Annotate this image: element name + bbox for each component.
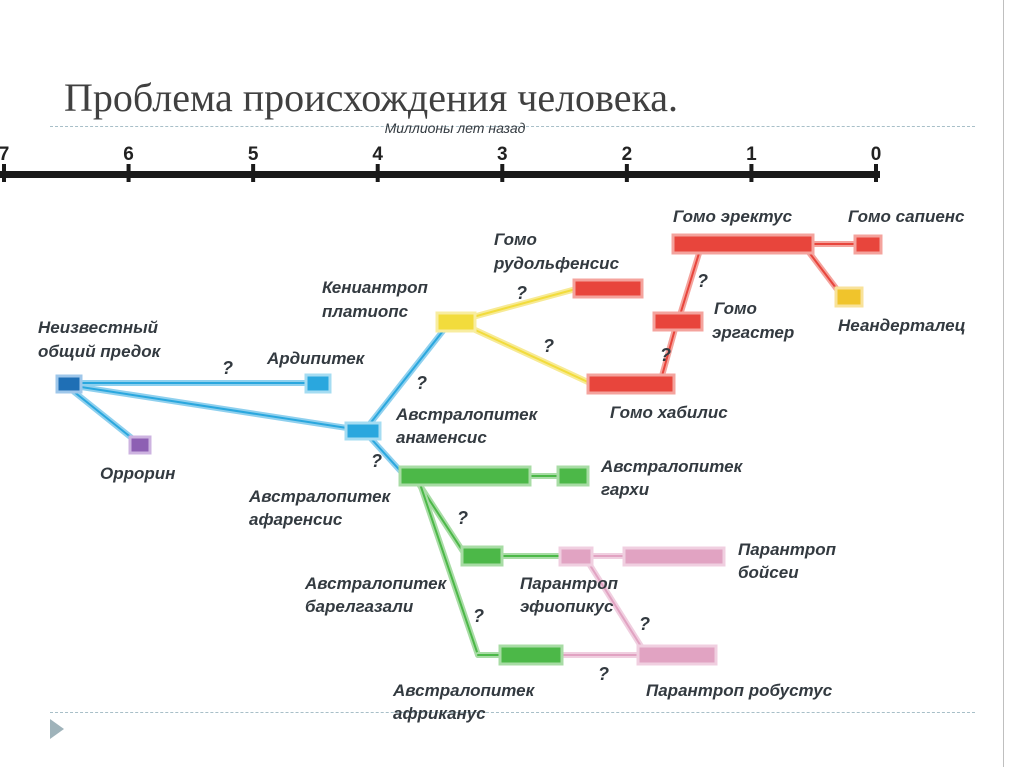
- label-aethiopicus-2: эфиопикус: [520, 597, 614, 616]
- connector-kenyanthropus-habilis-core: [457, 321, 591, 384]
- question-mark-erectus: ?: [697, 271, 708, 291]
- label-homo-erectus: Гомо эректус: [673, 207, 793, 226]
- axis-tick-label: 6: [123, 144, 134, 165]
- question-mark-habilis: ?: [543, 336, 554, 356]
- axis-tick-label: 3: [497, 144, 508, 165]
- axis-tick-label: 1: [746, 144, 757, 165]
- axis-tick-mark: [2, 164, 6, 182]
- timeline-axis: Миллионы лет назад 7 6 5 4 3 2 1 0: [0, 120, 881, 182]
- axis-tick-mark: [126, 164, 131, 182]
- connector-afarensis-africanus-core: [417, 477, 479, 656]
- bar-australopithecus-anamensis: [344, 421, 382, 441]
- axis-tick-label: 0: [871, 144, 882, 165]
- next-slide-arrow-icon[interactable]: [50, 719, 64, 739]
- connector-kenyanthropus-rudolfensis-core: [457, 288, 577, 322]
- bar-australopithecus-afarensis: [398, 465, 532, 487]
- bar-australopithecus-bahrelghazali: [460, 545, 504, 567]
- axis-tick-label: 4: [372, 144, 383, 165]
- axis-tick-mark: [500, 164, 505, 182]
- axis-tick-mark: [874, 164, 878, 182]
- slide-edge-rule: [1003, 0, 1004, 767]
- axis-tick-mark: [251, 164, 256, 182]
- label-aethiopicus-1: Парантроп: [520, 574, 619, 593]
- bar-homo-rudolfensis: [572, 278, 644, 299]
- label-neanderthal: Неандерталец: [838, 316, 966, 335]
- question-mark-africanus: ?: [473, 606, 484, 626]
- bar-neanderthal: [834, 286, 864, 308]
- bar-paranthropus-boisei: [622, 546, 726, 567]
- bar-orrorin: [128, 435, 152, 455]
- axis-tick-label: 7: [0, 144, 9, 165]
- bar-homo-sapiens: [853, 234, 883, 255]
- label-anamensis-1: Австралопитек: [395, 405, 539, 424]
- label-anamensis-2: анаменсис: [396, 428, 487, 447]
- label-homo-ergaster-2: эргастер: [712, 323, 794, 342]
- bar-paranthropus-robustus: [636, 644, 718, 666]
- question-mark-afarensis: ?: [371, 451, 382, 471]
- label-boisei-2: бойсеи: [738, 563, 799, 582]
- label-homo-habilis: Гомо хабилис: [610, 403, 728, 422]
- bar-ardipithecus: [304, 373, 332, 394]
- label-kenyanthropus-1: Кениантроп: [322, 278, 429, 297]
- bar-homo-erectus: [671, 233, 815, 255]
- axis-tick-label: 5: [248, 144, 259, 165]
- label-africanus-2: африканус: [393, 704, 486, 723]
- question-mark-bahrelghazali: ?: [457, 508, 468, 528]
- label-homo-rudolfensis-2: рудольфенсис: [493, 254, 620, 273]
- axis-title: Миллионы лет назад: [385, 120, 526, 136]
- label-homo-ergaster-1: Гомо: [714, 299, 757, 318]
- label-afarensis-1: Австралопитек: [248, 487, 392, 506]
- axis-tick-label: 2: [622, 144, 633, 165]
- bar-homo-ergaster: [652, 311, 704, 332]
- label-unknown-ancestor-2: общий предок: [38, 342, 162, 361]
- question-mark-africanus-robustus: ?: [598, 664, 609, 684]
- label-garhi-1: Австралопитек: [600, 457, 744, 476]
- question-mark-ergaster: ?: [660, 345, 671, 365]
- label-unknown-ancestor-1: Неизвестный: [38, 318, 159, 337]
- bar-homo-habilis: [586, 373, 676, 395]
- connector-anamensis-kenyanthropus-core: [364, 321, 451, 431]
- question-mark-ardipithecus: ?: [222, 358, 233, 378]
- axis-tick-mark: [375, 164, 380, 182]
- axis-tick-mark: [624, 164, 629, 182]
- connector-habilis-ergaster-core: [659, 321, 678, 384]
- connector-ergaster-erectus-core: [679, 249, 701, 316]
- bar-paranthropus-aethiopicus: [558, 546, 594, 567]
- title-divider: [50, 126, 975, 127]
- label-afarensis-2: афаренсис: [249, 510, 343, 529]
- footer-divider: [50, 712, 975, 713]
- question-mark-robustus: ?: [639, 614, 650, 634]
- label-homo-sapiens: Гомо сапиенс: [848, 207, 965, 226]
- axis-tick-mark: [749, 164, 754, 182]
- label-garhi-2: гархи: [601, 480, 650, 499]
- connector-aethiopicus-robustus-core: [587, 561, 645, 652]
- species-labels: Неизвестный общий предок Оррорин Ардипит…: [38, 207, 966, 723]
- label-boisei-1: Парантроп: [738, 540, 837, 559]
- question-mark-rudolfensis: ?: [516, 283, 527, 303]
- bar-australopithecus-garhi: [556, 465, 590, 487]
- label-ardipithecus: Ардипитек: [266, 349, 366, 368]
- label-homo-rudolfensis-1: Гомо: [494, 230, 537, 249]
- label-bahrelghazali-2: барелгазали: [305, 597, 414, 616]
- label-bahrelghazali-1: Австралопитек: [304, 574, 448, 593]
- label-orrorin: Оррорин: [100, 464, 175, 483]
- label-kenyanthropus-2: платиопс: [322, 302, 409, 321]
- question-marks: ? ? ? ? ? ? ? ? ? ? ?: [222, 271, 708, 684]
- label-robustus: Парантроп робустус: [646, 681, 833, 700]
- slide-title: Проблема происхождения человека.: [64, 75, 679, 120]
- bar-unknown-ancestor: [55, 374, 83, 394]
- connector-ancestor-orrorin-core: [67, 386, 139, 444]
- bar-kenyanthropus: [435, 311, 477, 333]
- axis-bar: [0, 171, 880, 178]
- connector-ancestor-anamensis-core: [67, 384, 361, 431]
- label-africanus-1: Австралопитек: [392, 681, 536, 700]
- human-evolution-diagram: Миллионы лет назад 7 6 5 4 3 2 1 0: [0, 120, 966, 723]
- species-bars: [55, 233, 883, 666]
- question-mark-kenyanthropus: ?: [416, 373, 427, 393]
- bar-australopithecus-africanus: [498, 644, 564, 666]
